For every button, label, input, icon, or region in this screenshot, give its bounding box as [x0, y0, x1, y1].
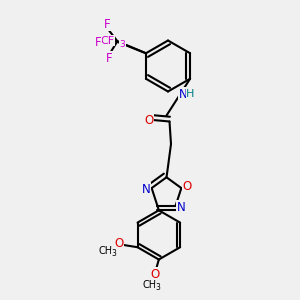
- Text: H: H: [186, 89, 194, 99]
- Text: 3: 3: [112, 249, 117, 258]
- Text: CH: CH: [142, 280, 157, 290]
- Text: N: N: [177, 200, 185, 214]
- Text: O: O: [145, 113, 154, 127]
- Text: CF: CF: [100, 36, 114, 46]
- Text: O: O: [114, 237, 124, 250]
- Text: O: O: [182, 180, 191, 193]
- Text: 3: 3: [155, 283, 160, 292]
- Text: CH: CH: [99, 246, 113, 256]
- Text: F: F: [103, 18, 110, 31]
- Text: N: N: [178, 88, 187, 100]
- Text: F: F: [94, 36, 101, 49]
- Text: N: N: [142, 183, 151, 196]
- Text: F: F: [106, 52, 112, 65]
- Text: O: O: [151, 268, 160, 281]
- Text: 3: 3: [120, 40, 125, 49]
